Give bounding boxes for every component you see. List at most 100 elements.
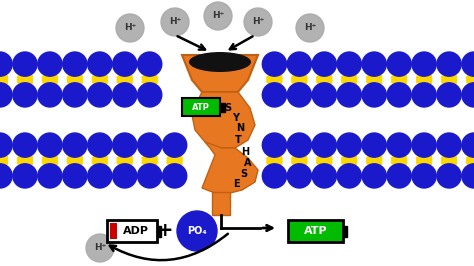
Text: S: S <box>240 169 247 179</box>
Text: N: N <box>236 123 244 133</box>
Circle shape <box>0 164 12 188</box>
FancyBboxPatch shape <box>182 98 220 116</box>
Circle shape <box>387 83 411 107</box>
Circle shape <box>204 2 232 30</box>
Circle shape <box>86 234 114 262</box>
Circle shape <box>177 211 217 251</box>
Circle shape <box>312 133 337 157</box>
Circle shape <box>63 164 87 188</box>
Polygon shape <box>202 142 258 193</box>
Circle shape <box>412 83 436 107</box>
Circle shape <box>437 83 461 107</box>
Circle shape <box>337 83 361 107</box>
Text: H⁺: H⁺ <box>124 23 136 32</box>
Circle shape <box>296 14 324 42</box>
Circle shape <box>88 52 112 76</box>
Circle shape <box>287 164 311 188</box>
Circle shape <box>113 83 137 107</box>
Circle shape <box>63 83 87 107</box>
Circle shape <box>287 133 311 157</box>
Circle shape <box>88 83 112 107</box>
Circle shape <box>262 52 286 76</box>
Circle shape <box>63 52 87 76</box>
Text: H⁺: H⁺ <box>252 18 264 27</box>
Text: S: S <box>224 103 232 113</box>
Circle shape <box>116 14 144 42</box>
Circle shape <box>312 83 337 107</box>
Ellipse shape <box>189 52 251 72</box>
Circle shape <box>387 52 411 76</box>
Circle shape <box>163 164 187 188</box>
Circle shape <box>137 52 162 76</box>
FancyBboxPatch shape <box>110 223 117 239</box>
Circle shape <box>137 133 162 157</box>
Circle shape <box>262 133 286 157</box>
Circle shape <box>137 83 162 107</box>
Text: H: H <box>241 147 249 157</box>
Text: ADP: ADP <box>123 226 149 236</box>
Text: E: E <box>233 179 239 189</box>
Circle shape <box>38 133 62 157</box>
Circle shape <box>262 164 286 188</box>
Circle shape <box>38 83 62 107</box>
Text: H⁺: H⁺ <box>94 243 106 252</box>
Polygon shape <box>212 192 230 215</box>
Circle shape <box>163 133 187 157</box>
Circle shape <box>0 133 12 157</box>
Circle shape <box>161 8 189 36</box>
Text: H⁺: H⁺ <box>304 23 316 32</box>
Circle shape <box>0 52 12 76</box>
Polygon shape <box>182 55 258 92</box>
FancyBboxPatch shape <box>157 226 161 236</box>
Text: H⁺: H⁺ <box>212 11 224 20</box>
Circle shape <box>287 52 311 76</box>
Circle shape <box>387 164 411 188</box>
Text: ATP: ATP <box>192 102 210 111</box>
Text: T: T <box>235 135 241 145</box>
Circle shape <box>312 164 337 188</box>
Circle shape <box>337 133 361 157</box>
Circle shape <box>113 164 137 188</box>
Circle shape <box>13 52 37 76</box>
Circle shape <box>387 133 411 157</box>
Circle shape <box>262 83 286 107</box>
Text: +: + <box>157 222 173 240</box>
Circle shape <box>362 164 386 188</box>
Circle shape <box>88 164 112 188</box>
Circle shape <box>412 52 436 76</box>
Circle shape <box>437 133 461 157</box>
Text: ATP: ATP <box>304 226 328 236</box>
FancyBboxPatch shape <box>107 220 157 242</box>
Circle shape <box>113 52 137 76</box>
Circle shape <box>362 133 386 157</box>
Circle shape <box>362 83 386 107</box>
Circle shape <box>337 52 361 76</box>
Text: PO₄: PO₄ <box>187 226 207 236</box>
Circle shape <box>412 133 436 157</box>
Circle shape <box>137 164 162 188</box>
Circle shape <box>13 133 37 157</box>
Circle shape <box>462 52 474 76</box>
Circle shape <box>63 133 87 157</box>
Circle shape <box>244 8 272 36</box>
Circle shape <box>312 52 337 76</box>
Circle shape <box>437 164 461 188</box>
Circle shape <box>113 133 137 157</box>
Circle shape <box>337 164 361 188</box>
Circle shape <box>0 83 12 107</box>
Circle shape <box>13 83 37 107</box>
Circle shape <box>13 164 37 188</box>
Circle shape <box>362 52 386 76</box>
Polygon shape <box>192 92 255 148</box>
Circle shape <box>38 52 62 76</box>
Circle shape <box>412 164 436 188</box>
Text: A: A <box>244 158 252 168</box>
Circle shape <box>462 164 474 188</box>
FancyBboxPatch shape <box>220 102 225 111</box>
FancyBboxPatch shape <box>343 226 347 236</box>
Circle shape <box>437 52 461 76</box>
FancyBboxPatch shape <box>288 220 343 242</box>
Text: H⁺: H⁺ <box>169 18 181 27</box>
Circle shape <box>287 83 311 107</box>
Circle shape <box>462 133 474 157</box>
